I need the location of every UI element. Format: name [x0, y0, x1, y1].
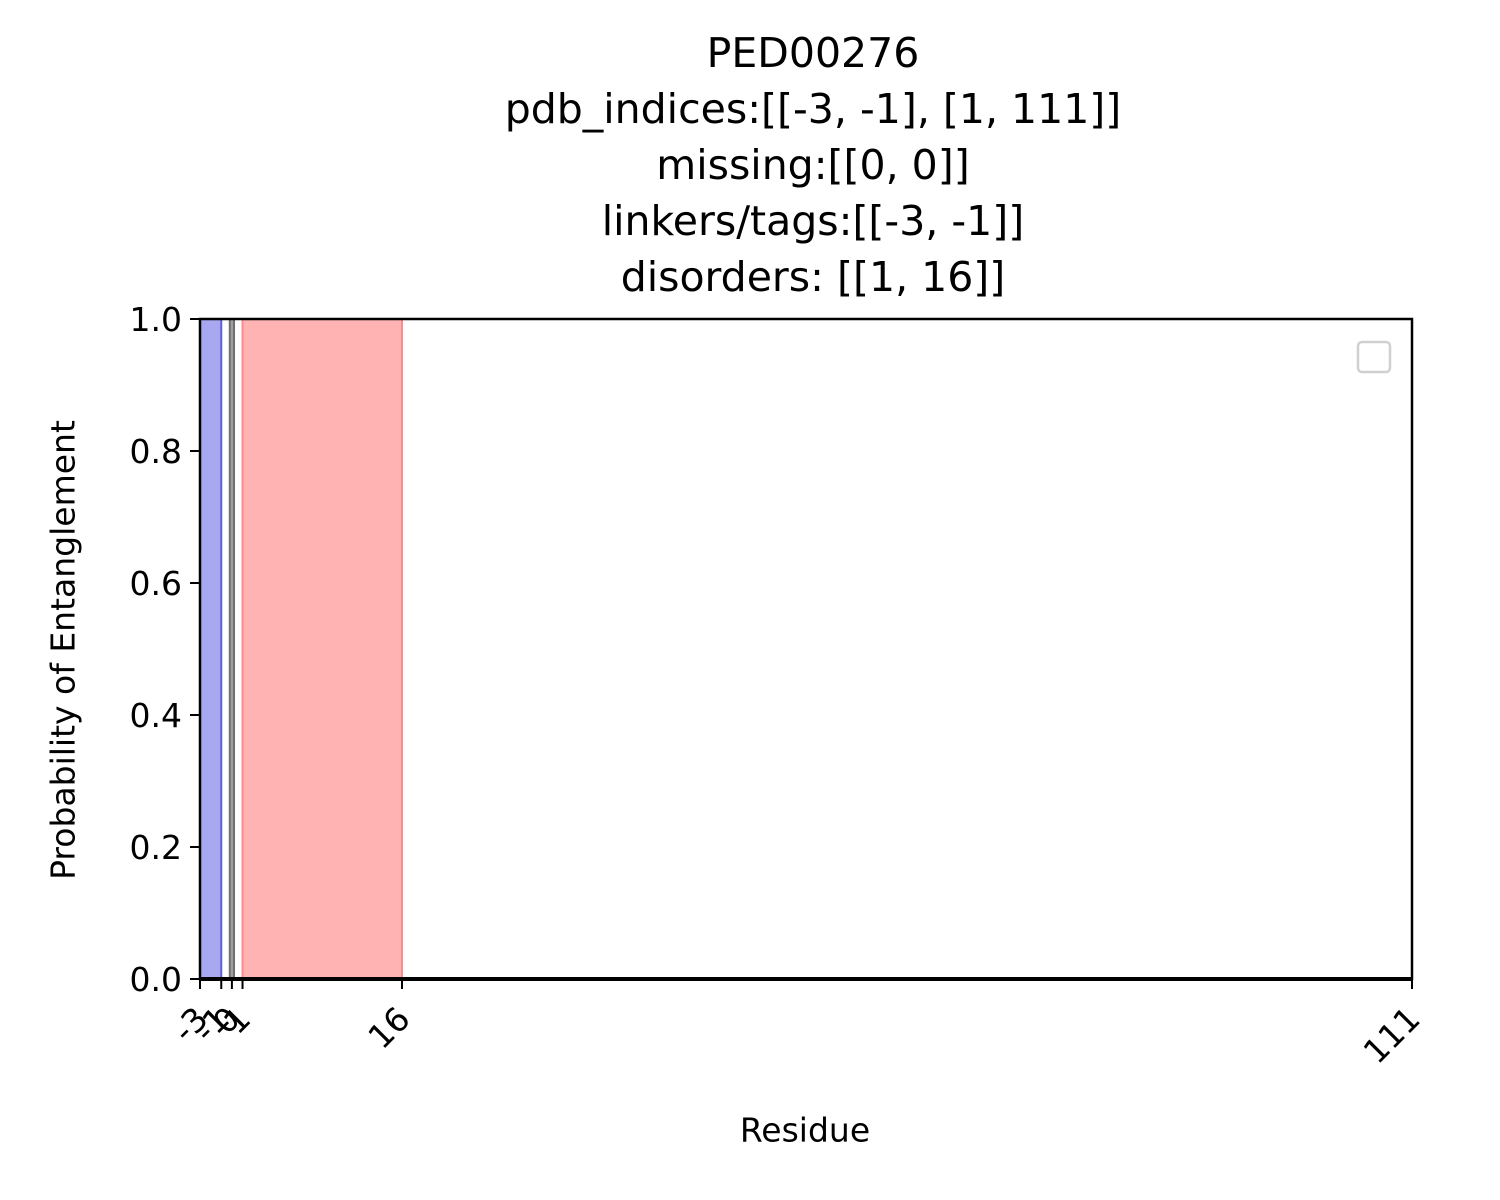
y-tick-label: 0.2 [130, 828, 182, 867]
chart-title-line-3: missing:[[0, 0]] [656, 141, 970, 189]
legend-frame [1356, 340, 1392, 374]
x-axis-ticks: -3-101 16 111 [165, 979, 1428, 1071]
y-axis-label: Probability of Entanglement [43, 420, 83, 880]
legend-box [1356, 340, 1392, 374]
y-tick-label: 1.0 [130, 300, 182, 339]
chart-title-line-4: linkers/tags:[[-3, -1]] [601, 197, 1025, 245]
chart-title-line-2: pdb_indices:[[-3, -1], [1, 111]] [504, 85, 1122, 133]
x-tick-label: 111 [1356, 999, 1428, 1071]
y-tick-label: 0.0 [130, 960, 182, 999]
y-axis-ticks: 0.0 0.2 0.4 0.6 0.8 1.0 [130, 300, 200, 999]
chart-title-line-1: PED00276 [706, 29, 920, 77]
x-tick-label: 16 [360, 999, 417, 1056]
x-axis-label: Residue [739, 1110, 871, 1150]
shaded-region-2 [241, 318, 403, 980]
chart-title-line-5: disorders: [[1, 16]] [620, 253, 1006, 301]
y-tick-label: 0.4 [130, 696, 182, 735]
axes-frame [198, 317, 1414, 981]
y-tick-label: 0.6 [130, 564, 182, 603]
y-tick-label: 0.8 [130, 432, 182, 471]
shaded-region-0 [199, 318, 223, 980]
shaded-region-1 [228, 318, 236, 980]
shaded-regions [199, 318, 403, 980]
